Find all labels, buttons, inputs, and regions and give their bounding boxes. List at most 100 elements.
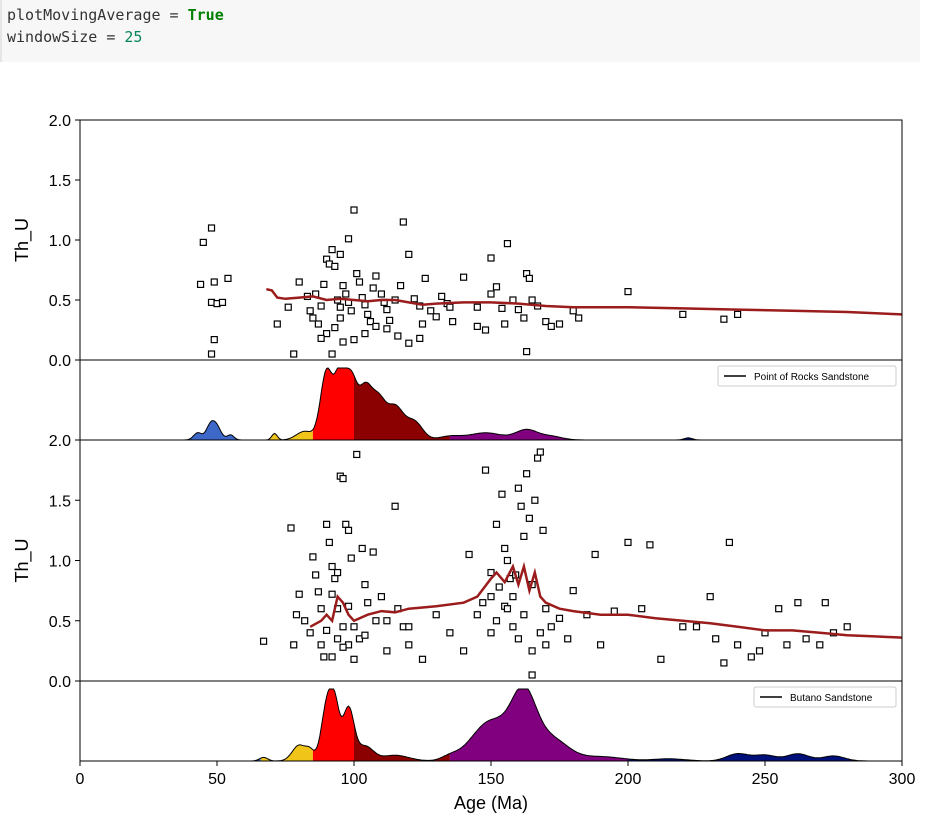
scatter-point — [460, 647, 468, 655]
scatter-point — [492, 283, 501, 291]
x-tick-label: 300 — [889, 771, 916, 788]
scatter-point — [492, 520, 501, 528]
scatter-point — [536, 629, 544, 637]
scatter-point — [501, 544, 509, 553]
scatter-point — [498, 304, 506, 312]
scatter-point — [344, 235, 353, 243]
scatter-point — [405, 339, 413, 347]
kde-band — [449, 368, 628, 440]
kde-band — [260, 368, 313, 440]
scatter-point — [843, 623, 851, 631]
scatter-point — [405, 623, 413, 631]
scatter-point — [207, 224, 216, 232]
scatter-point — [317, 605, 325, 613]
y-tick-label: 1.5 — [49, 493, 71, 510]
x-tick-label: 250 — [752, 771, 779, 788]
scatter-point — [446, 303, 454, 311]
scatter-point — [405, 641, 413, 649]
x-tick-label: 200 — [615, 771, 642, 788]
scatter-point — [473, 322, 481, 330]
scatter-point — [347, 554, 355, 562]
scatter-point — [405, 250, 413, 258]
scatter-point — [350, 655, 358, 663]
scatter-point — [336, 250, 344, 258]
x-tick-label: 100 — [341, 771, 368, 788]
scatter-point — [465, 550, 473, 559]
scatter-point — [720, 659, 728, 667]
scatter-axes-frame — [79, 439, 903, 682]
scatter-point — [210, 336, 218, 344]
scatter-point — [725, 538, 733, 547]
scatter-point — [292, 611, 301, 619]
scatter-point — [542, 605, 550, 613]
y-tick-label: 0.5 — [49, 614, 71, 631]
scatter-point — [473, 611, 481, 619]
scatter-point — [323, 520, 331, 528]
scatter-point — [720, 315, 728, 323]
scatter-point — [339, 338, 347, 346]
scatter-point — [575, 314, 583, 322]
scatter-point — [449, 318, 457, 326]
scatter-point — [487, 568, 495, 577]
scatter-point — [473, 303, 481, 311]
scatter-point — [339, 643, 347, 651]
scatter-point — [528, 647, 536, 655]
y-tick-label: 2.0 — [49, 113, 71, 130]
scatter-point — [706, 593, 714, 601]
scatter-point — [596, 641, 605, 649]
scatter-point — [569, 307, 577, 315]
scatter-point — [207, 350, 216, 358]
scatter-point — [350, 336, 358, 344]
scatter-point — [377, 593, 385, 601]
scatter-point — [314, 320, 322, 328]
scatter-point — [547, 623, 555, 631]
scatter-point — [361, 301, 369, 309]
scatter-point — [418, 320, 427, 328]
scatter-point — [290, 641, 298, 649]
scatter-point — [358, 544, 366, 553]
scatter-point — [514, 306, 523, 314]
marks-layer — [80, 206, 903, 762]
scatter-point — [525, 514, 533, 522]
scatter-point — [555, 320, 564, 328]
scatter-point — [259, 637, 268, 645]
scatter-point — [331, 324, 339, 332]
scatter-point — [328, 562, 336, 571]
scatter-point — [372, 272, 380, 280]
y-tick-label: 1.5 — [49, 173, 71, 190]
scatter-point — [196, 280, 205, 288]
scatter-point — [679, 623, 687, 631]
scatter-point — [747, 653, 755, 661]
scatter-point — [755, 647, 764, 655]
scatter-point — [323, 626, 331, 634]
scatter-point — [372, 322, 380, 330]
code-val-2: 25 — [124, 28, 143, 46]
code-var-2: windowSize — [7, 28, 98, 46]
code-cell[interactable]: plotMovingAverage = True windowSize = 25 — [0, 0, 920, 62]
scatter-point — [328, 350, 336, 358]
scatter-point — [361, 580, 369, 589]
scatter-point — [317, 302, 325, 310]
scatter-point — [394, 332, 402, 340]
scatter-point — [328, 590, 336, 598]
kde-band — [354, 689, 450, 761]
scatter-point — [350, 623, 358, 631]
scatter-point — [495, 583, 503, 591]
scatter-point — [509, 593, 517, 601]
scatter-point — [564, 635, 572, 643]
scatter-point — [427, 307, 435, 315]
scatter-point — [520, 532, 528, 541]
scatter-point — [481, 466, 490, 474]
scatter-point — [517, 502, 525, 510]
legend-label: Butano Sandstone — [790, 693, 873, 704]
y-tick-label: 1.0 — [49, 554, 71, 571]
scatter-point — [199, 238, 207, 246]
scatter-point — [309, 553, 317, 561]
scatter-point — [333, 568, 342, 577]
scatter-point — [657, 655, 665, 663]
scatter-point — [733, 310, 742, 318]
scatter-point — [624, 288, 632, 296]
scatter-point — [347, 307, 355, 315]
scatter-point — [391, 502, 399, 510]
scatter-point — [528, 671, 536, 679]
